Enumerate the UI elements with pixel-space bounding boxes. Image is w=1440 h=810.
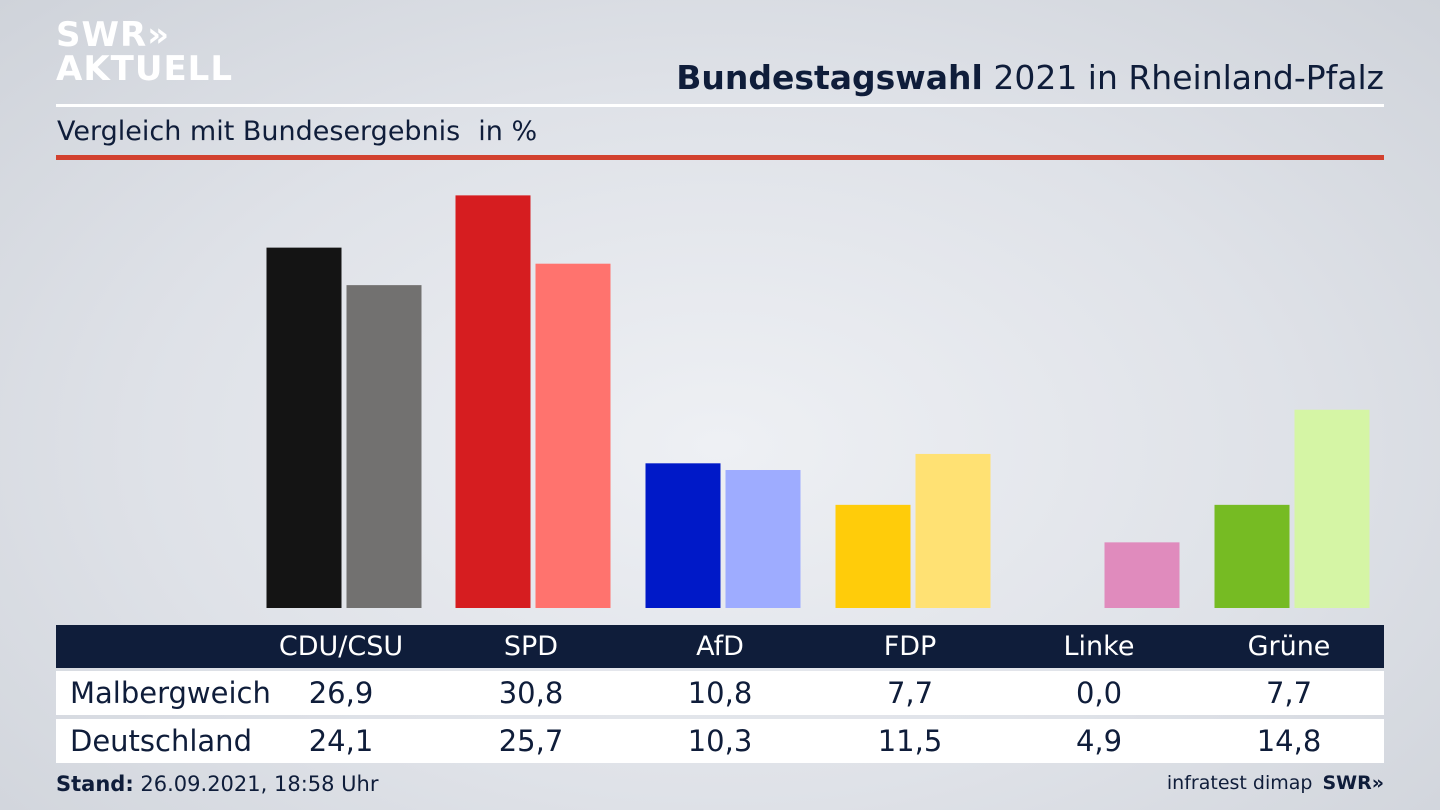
swr-brand-mark: SWR» xyxy=(1322,772,1384,794)
table-cell: 4,9 xyxy=(1075,724,1123,758)
row-label: Malbergweich xyxy=(70,676,271,710)
source-credit: infratest dimap SWR» xyxy=(1167,772,1384,794)
results-table: CDU/CSU SPD AfD FDP Linke Grüne Malbergw… xyxy=(56,625,1384,763)
header-cell-fdp: FDP xyxy=(883,631,937,662)
table-cell: 30,8 xyxy=(498,676,564,710)
table-cell: 10,8 xyxy=(687,676,753,710)
row-label: Deutschland xyxy=(70,724,252,758)
table-cell: 0,0 xyxy=(1075,676,1123,710)
bar-spd-deutschland xyxy=(535,263,611,608)
stand-label: Stand: xyxy=(56,772,134,796)
bar-cdu-csu-deutschland xyxy=(346,285,422,608)
chart-subtitle: Vergleich mit Bundesergebnis in % xyxy=(57,116,537,147)
page-title: Bundestagswahl 2021 in Rheinland-Pfalz xyxy=(676,58,1384,97)
bar-spd-malbergweich xyxy=(455,195,531,608)
header-cell-cdu-csu: CDU/CSU xyxy=(278,631,404,662)
table-cell: 26,9 xyxy=(308,676,374,710)
header-cell-spd: SPD xyxy=(503,631,559,662)
bar-fdp-deutschland xyxy=(915,453,991,608)
bar-cdu-csu-malbergweich xyxy=(266,247,342,608)
subtitle-divider xyxy=(56,155,1384,160)
table-cell: 7,7 xyxy=(886,676,934,710)
swr-aktuell-logo: SWR» AKTUELL xyxy=(56,15,234,90)
subtitle-text: Vergleich mit Bundesergebnis xyxy=(57,116,461,147)
header-cell-gruene: Grüne xyxy=(1247,631,1331,662)
table-cell: 14,8 xyxy=(1256,724,1322,758)
table-row: Deutschland 24,1 25,7 10,3 11,5 4,9 14,8 xyxy=(56,719,1384,763)
bar-afd-malbergweich xyxy=(645,463,721,608)
bar-gruene-deutschland xyxy=(1294,409,1370,608)
table-header: CDU/CSU SPD AfD FDP Linke Grüne xyxy=(56,625,1384,668)
table-row: Malbergweich 26,9 30,8 10,8 7,7 0,0 7,7 xyxy=(56,671,1384,715)
header-cell-linke: Linke xyxy=(1063,631,1135,662)
bar-gruene-malbergweich xyxy=(1214,504,1290,608)
header-divider xyxy=(56,104,1384,107)
logo-line-1: SWR» xyxy=(56,15,171,55)
bar-linke-deutschland xyxy=(1104,542,1180,608)
logo-line-2: AKTUELL xyxy=(56,49,234,89)
bar-afd-deutschland xyxy=(725,470,801,608)
table-cell: 7,7 xyxy=(1265,676,1313,710)
table-cell: 11,5 xyxy=(877,724,943,758)
title-bold: Bundestagswahl xyxy=(676,58,983,97)
table-cell: 25,7 xyxy=(498,724,564,758)
subtitle-unit: in % xyxy=(478,116,538,147)
bar-fdp-malbergweich xyxy=(835,504,911,608)
source-label: infratest dimap xyxy=(1166,772,1313,794)
bar-chart xyxy=(266,195,1370,608)
table-cell: 10,3 xyxy=(687,724,753,758)
timestamp: Stand: 26.09.2021, 18:58 Uhr xyxy=(56,772,379,796)
title-rest: 2021 in Rheinland-Pfalz xyxy=(982,58,1384,97)
stand-value: 26.09.2021, 18:58 Uhr xyxy=(133,772,379,796)
table-cell: 24,1 xyxy=(308,724,374,758)
header-cell-afd: AfD xyxy=(696,631,744,662)
